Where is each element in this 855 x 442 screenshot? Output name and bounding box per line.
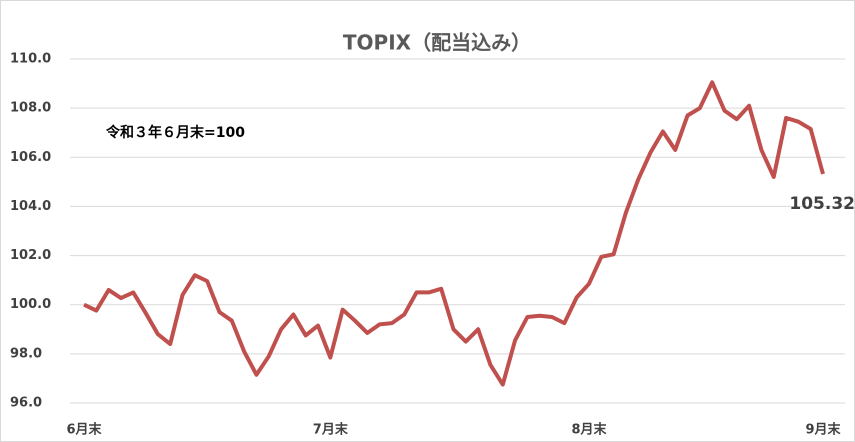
data-label: 105.32 <box>789 194 855 214</box>
y-tick-label: 108.0 <box>10 101 51 116</box>
y-tick-label: 104.0 <box>10 199 51 214</box>
x-tick-label: 6月末 <box>66 422 102 438</box>
y-tick-label: 98.0 <box>10 346 42 361</box>
y-tick-label: 96.0 <box>10 396 42 411</box>
y-tick-label: 110.0 <box>10 52 51 67</box>
y-tick-label: 100.0 <box>10 297 51 312</box>
y-tick-label: 102.0 <box>10 248 51 263</box>
annotation: 令和３年６月末=100 <box>105 124 245 141</box>
chart-title: TOPIX（配当込み） <box>343 31 531 55</box>
x-tick-label: 9月末 <box>805 422 841 438</box>
x-tick-label: 8月末 <box>571 422 607 438</box>
series-line <box>83 80 825 387</box>
y-tick-label: 106.0 <box>10 150 51 165</box>
x-tick-label: 7月末 <box>313 422 349 438</box>
